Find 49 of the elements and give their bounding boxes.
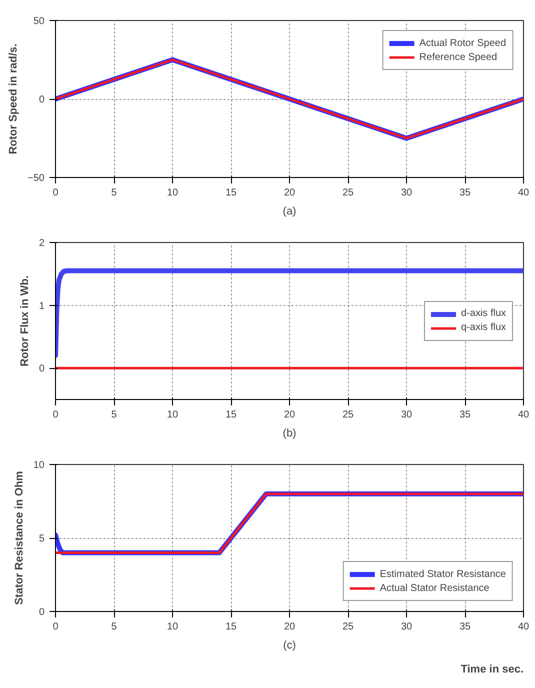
x-tick-label: 10 [166, 622, 178, 632]
y-tick-label: −50 [28, 173, 45, 184]
x-tick-label: 15 [225, 410, 237, 420]
x-tick-label: 25 [342, 410, 354, 420]
legend-label: Actual Stator Resistance [380, 582, 490, 594]
x-tick-label: 10 [166, 188, 178, 198]
x-axis-title: Time in sec. [460, 664, 524, 676]
legend-label: Estimated Stator Resistance [380, 568, 506, 580]
x-tick-label: 25 [342, 188, 354, 198]
x-tick-label: 20 [284, 188, 296, 198]
x-tick-label: 35 [459, 188, 471, 198]
x-tick-label: 0 [52, 188, 59, 198]
text: (a) [282, 206, 296, 218]
y-tick-label: 5 [38, 534, 45, 544]
y-axis-title: Rotor Flux in Wb. [18, 275, 31, 367]
x-tick-label: 5 [111, 622, 118, 632]
x-tick-label: 15 [225, 622, 237, 632]
x-tick-label: 30 [400, 410, 412, 420]
legend-label: Actual Rotor Speed [419, 37, 506, 49]
x-tick-label: 35 [459, 622, 471, 632]
y-tick-label: 1 [38, 300, 45, 312]
legend-label: q-axis flux [460, 322, 506, 334]
text: (c) [283, 640, 296, 652]
y-axis-title: Rotor Speed in rad/s. [8, 44, 20, 154]
y-tick-label: 2 [38, 238, 45, 249]
x-tick-label: 10 [166, 410, 178, 420]
x-tick-label: 5 [111, 410, 118, 420]
x-tick-label: 0 [52, 622, 59, 632]
y-tick-label: 0 [38, 364, 45, 375]
x-tick-label: 5 [111, 188, 118, 198]
x-tick-label: 40 [518, 410, 530, 420]
x-tick-label: 35 [459, 410, 471, 420]
y-tick-label: 10 [33, 460, 45, 471]
x-tick-label: 0 [52, 410, 59, 420]
y-tick-label: 0 [38, 94, 45, 106]
x-tick-label: 20 [284, 410, 296, 420]
text: (b) [282, 428, 296, 440]
x-tick-label: 30 [400, 622, 412, 632]
legend-label: Reference Speed [419, 51, 498, 63]
x-tick-label: 20 [284, 622, 296, 632]
x-tick-label: 40 [518, 188, 530, 198]
x-tick-label: 30 [400, 188, 412, 198]
x-tick-label: 25 [342, 622, 354, 632]
x-tick-label: 15 [225, 188, 237, 198]
x-tick-label: 40 [518, 622, 530, 632]
y-tick-label: 50 [33, 16, 45, 27]
legend-label: d-axis flux [460, 308, 506, 320]
y-axis-title: Stator Resistance in Ohm [13, 470, 26, 605]
y-tick-label: 0 [38, 607, 45, 618]
